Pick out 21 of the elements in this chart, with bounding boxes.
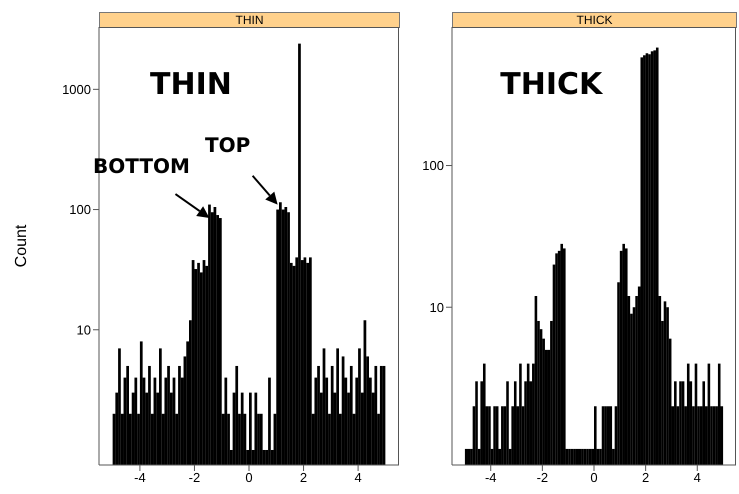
annotation: THICK [500,67,602,102]
annotation: TOP [204,132,250,157]
x-tick-label: -2 [536,470,548,486]
x-tick-label: 2 [300,470,308,486]
x-tick-label: -2 [188,470,200,486]
x-tick-label: -4 [484,470,497,486]
chart-title: THICK [452,12,737,28]
y-tick-label: 10 [430,300,444,315]
y-tick-label: 100 [69,202,91,218]
x-tick-label: 4 [354,470,362,486]
x-tick-label: 0 [245,470,253,486]
x-tick-label: 2 [642,470,650,486]
chart-title: THIN [99,12,400,28]
x-tick-label: -4 [134,470,146,486]
x-tick-label: 0 [590,470,598,486]
y-tick-label: 10 [76,322,91,338]
annotation: THIN [150,67,232,102]
y-tick-label: 1000 [62,82,91,97]
y-tick-label: 100 [422,158,444,174]
y-axis-title: Count [13,224,31,268]
x-tick-label: 4 [694,470,701,486]
